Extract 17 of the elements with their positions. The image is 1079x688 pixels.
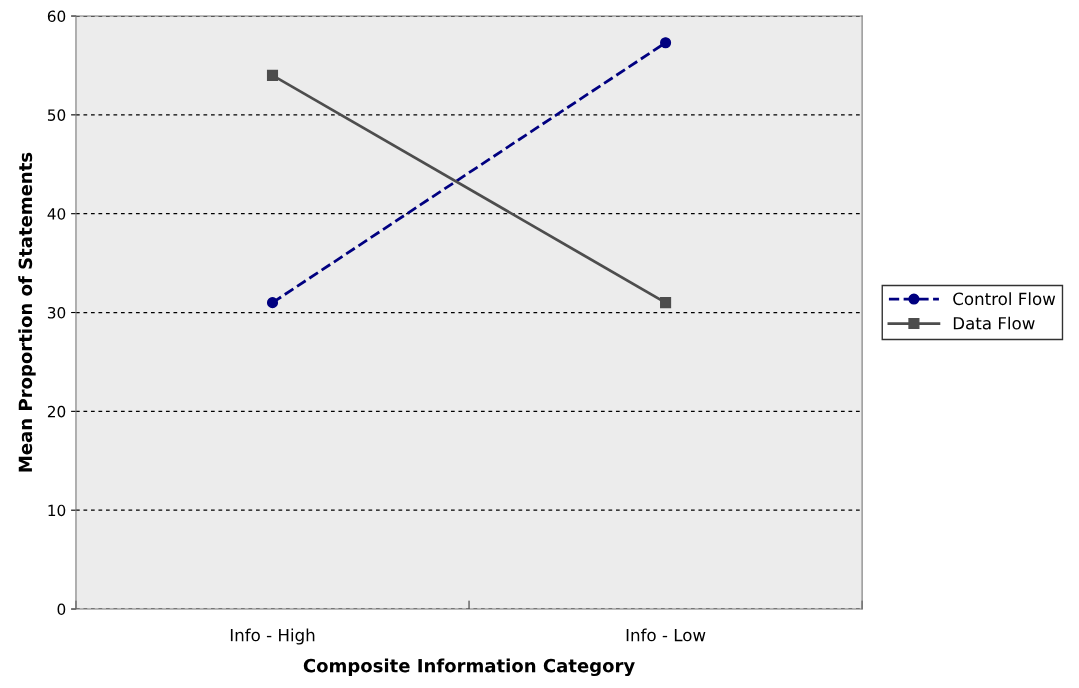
y-tick-label: 40: [47, 208, 66, 220]
y-axis-title: Mean Proportion of Statements: [18, 152, 36, 472]
legend-label: Control Flow: [953, 292, 1056, 306]
y-tick-label: 30: [47, 306, 66, 319]
point: [266, 69, 279, 81]
y-tick-label: 60: [47, 10, 66, 23]
x-axis-title: Composite Information Category: [303, 658, 635, 677]
y-tick-label: 50: [47, 109, 66, 121]
y-tick-label: 0: [57, 603, 66, 616]
x-tick-label: Info - High: [230, 628, 315, 645]
point: [266, 297, 279, 309]
point: [660, 37, 672, 49]
y-tick-label: 20: [47, 405, 66, 418]
point: [660, 297, 672, 309]
y-tick-label: 10: [48, 504, 66, 517]
x-tick-label: Info - Low: [626, 628, 706, 642]
legend-label: Data Flow: [953, 316, 1035, 330]
